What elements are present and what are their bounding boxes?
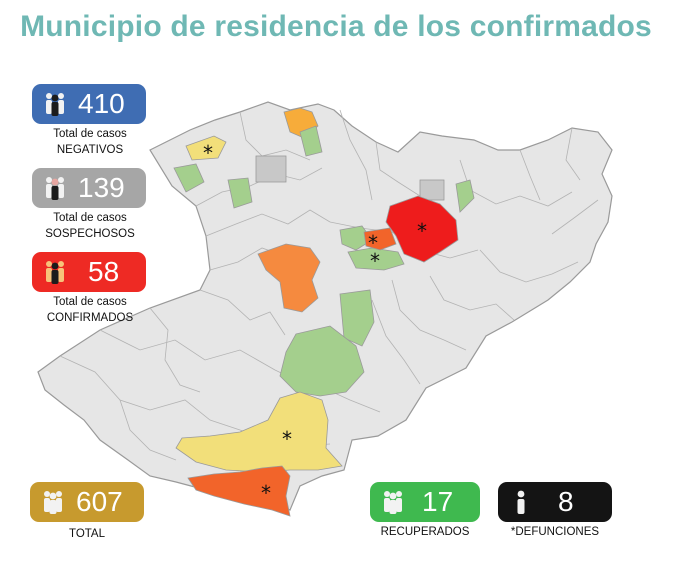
confirmados-caption-line1: Total de casos [53,296,127,308]
page-title: Municipio de residencia de los confirmad… [20,10,652,43]
death-marker: * [417,219,427,243]
death-marker: * [368,231,378,255]
recuperados-value: 17 [422,486,454,517]
death-marker: * [370,249,380,273]
recuperados-caption: RECUPERADOS [380,526,470,538]
region-green-3 [299,125,323,157]
sospechosos-caption-line1: Total de casos [53,212,127,224]
region-grey-2 [419,179,445,201]
region-green-1 [173,163,205,193]
region-green-4 [455,179,475,213]
region-red-orange-coast [187,465,291,517]
region-orange [257,243,321,313]
region-green-7 [339,289,375,347]
negativos-badge: 410 [32,84,146,124]
sospechosos-value: 139 [78,172,125,203]
total-caption: TOTAL [69,528,105,540]
death-marker: * [203,141,213,165]
recuperados-badge: 17 [370,482,480,522]
people-group-icon [46,261,64,284]
people-group-icon [46,177,64,200]
confirmados-caption: Total de casos CONFIRMADOS [28,294,152,326]
total-badge: 607 [30,482,144,522]
sospechosos-caption-line2: SOSPECHOSOS [45,228,135,240]
negativos-value: 410 [78,88,125,119]
defunciones-badge: 8 [498,482,612,522]
people-group-icon [384,491,402,514]
region-yellow-north [185,135,227,161]
person-icon [517,490,525,514]
people-group-icon [46,93,64,116]
negativos-caption: Total de casos NEGATIVOS [30,126,150,158]
sospechosos-badge: 139 [32,168,146,208]
region-green-2 [227,177,253,209]
people-group-icon [44,491,62,514]
region-grey-1 [255,155,287,183]
negativos-caption-line1: Total de casos [53,128,127,140]
confirmados-value: 58 [88,256,120,287]
region-green-8 [279,325,365,397]
confirmados-badge: 58 [32,252,146,292]
defunciones-value: 8 [558,486,574,517]
total-value: 607 [76,486,123,517]
sospechosos-caption: Total de casos SOSPECHOSOS [28,210,152,242]
region-red [385,195,459,263]
region-red-orange-center [363,227,397,251]
negativos-caption-line2: NEGATIVOS [56,144,124,156]
death-marker: * [282,427,292,451]
confirmados-caption-line2: CONFIRMADOS [46,312,134,324]
death-marker: * [261,481,271,505]
defunciones-caption: *DEFUNCIONES [510,526,600,538]
